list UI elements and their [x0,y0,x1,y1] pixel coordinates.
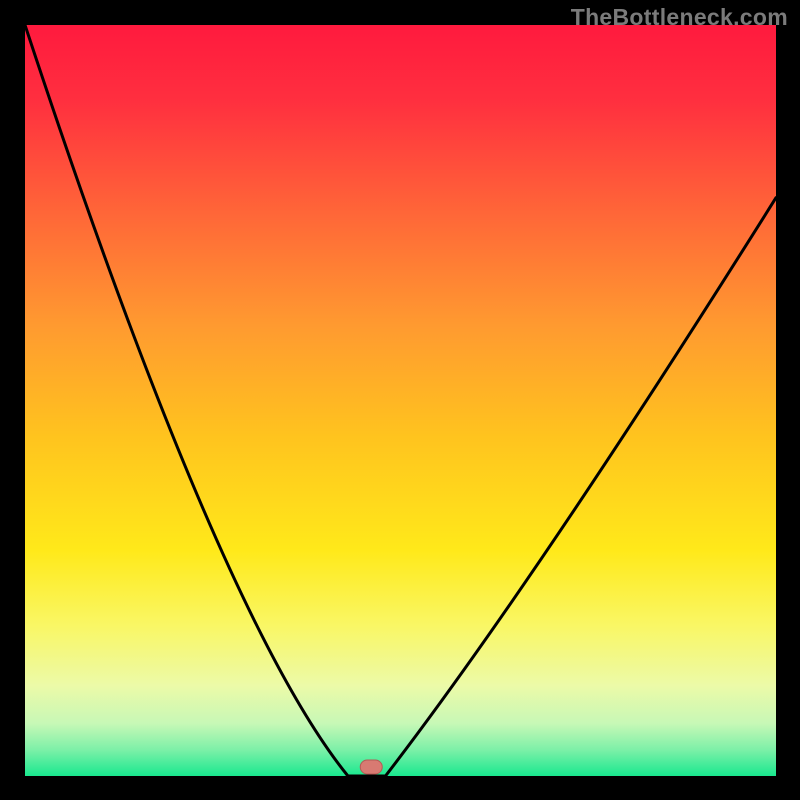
bottleneck-curve [25,25,776,776]
plot-area [25,25,776,776]
bottleneck-curve-path [25,25,776,776]
chart-root: TheBottleneck.com [0,0,800,800]
watermark-text: TheBottleneck.com [571,4,788,31]
optimal-point-marker [360,759,383,774]
